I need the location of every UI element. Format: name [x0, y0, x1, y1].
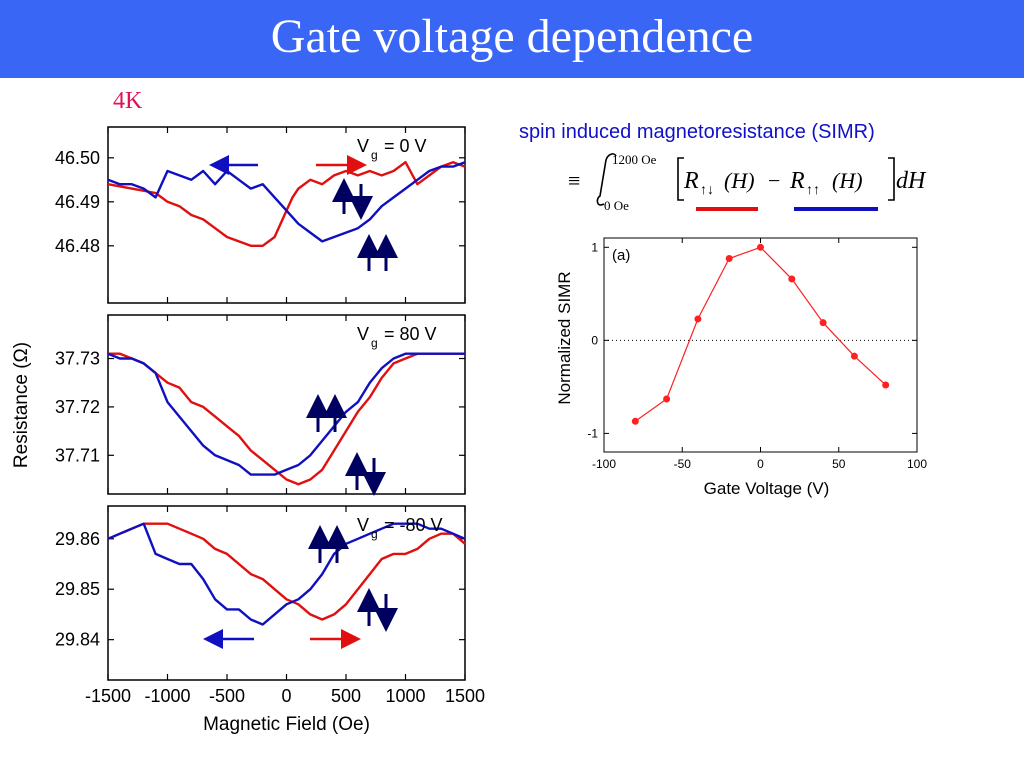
field-arrows — [203, 155, 398, 649]
resistance-panel-vgm80: 29.86 29.85 29.84 V g = -80 V — [55, 505, 466, 681]
formula-r2: R — [789, 168, 805, 194]
y-tick-label: 29.84 — [55, 630, 100, 650]
formula-r1: R — [683, 168, 699, 194]
shared-axes: Magnetic Field (Oe) Resistance (Ω) -1500… — [11, 342, 485, 735]
simr-point — [663, 395, 671, 403]
formula-minus: − — [768, 168, 780, 193]
series-line-blue — [107, 522, 466, 626]
x-tick-label: -500 — [209, 686, 245, 706]
simr-point — [694, 315, 702, 323]
y-tick-label: 29.85 — [55, 579, 100, 599]
simr-formula: ≡ 1200 Oe 0 Oe R ↑↓ (H) − R ↑↑ (H) dH — [568, 152, 927, 213]
simr-point — [725, 254, 733, 262]
vg-label-subscript: g — [371, 148, 378, 162]
x-tick-label: 500 — [331, 686, 361, 706]
vg-label-symbol: V — [357, 324, 369, 344]
formula-lower-limit: 0 Oe — [604, 198, 629, 213]
simr-chart: -100 -50 0 50 100 1 0 -1 (a) Gate Voltage (V) Norm… — [555, 237, 927, 498]
simr-x-axis-label: Gate Voltage (V) — [704, 479, 830, 498]
simr-x-tick-label: 50 — [832, 457, 846, 471]
simr-y-tick-label: 0 — [591, 333, 598, 347]
simr-point — [788, 275, 796, 283]
x-tick-label: -1000 — [144, 686, 190, 706]
simr-x-tick-label: -100 — [592, 457, 616, 471]
temperature-label: 4K — [113, 88, 143, 114]
simr-panel-label: (a) — [612, 247, 630, 264]
series-line-red — [108, 352, 465, 486]
formula-upper-limit: 1200 Oe — [612, 152, 657, 167]
formula-dh: dH — [896, 168, 927, 194]
vg-label-value: = 80 V — [384, 324, 437, 344]
simr-point — [631, 417, 639, 425]
y-tick-label: 37.73 — [55, 349, 100, 369]
x-tick-label: 0 — [281, 686, 291, 706]
simr-line — [634, 246, 887, 422]
formula-h1: (H) — [724, 168, 755, 193]
right-bracket — [888, 157, 895, 201]
series-line-blue — [107, 352, 465, 476]
y-tick-label: 46.50 — [55, 148, 100, 168]
vg-label-subscript: g — [371, 527, 378, 541]
series-line-blue — [107, 161, 466, 243]
left-bracket — [677, 157, 684, 201]
y-tick-label: 46.49 — [55, 192, 100, 212]
simr-title: spin induced magnetoresistance (SIMR) — [519, 121, 875, 143]
simr-y-tick-label: 1 — [591, 240, 598, 254]
formula-h2: (H) — [832, 168, 863, 193]
simr-x-tick-label: 100 — [907, 457, 927, 471]
vg-label-value: = -80 V — [384, 515, 443, 535]
page-title: Gate voltage dependence — [270, 10, 754, 63]
y-tick-label: 29.86 — [55, 529, 100, 549]
resistance-panel-vg0: 46.50 46.49 46.48 V g = 0 V — [55, 126, 466, 304]
y-tick-label: 37.71 — [55, 445, 100, 465]
title-bar: Gate voltage dependence — [0, 0, 1024, 78]
simr-point — [757, 243, 764, 251]
vg-label-value: = 0 V — [384, 136, 427, 156]
simr-frame — [603, 237, 918, 453]
vg-label-subscript: g — [371, 336, 378, 350]
simr-point — [850, 352, 858, 360]
simr-x-tick-label: 0 — [757, 457, 764, 471]
y-tick-label: 37.72 — [55, 397, 100, 417]
simr-x-tick-label: -50 — [674, 457, 692, 471]
simr-point — [819, 319, 827, 327]
resistance-panel-vg80: 37.73 37.72 37.71 V g = 80 V — [55, 314, 466, 495]
simr-y-axis-label: Normalized SIMR — [555, 271, 574, 404]
simr-y-tick-label: -1 — [587, 426, 598, 440]
series-line-red — [107, 160, 466, 248]
integral-sign — [596, 153, 617, 206]
vg-label-symbol: V — [357, 515, 369, 535]
x-tick-label: 1500 — [445, 686, 485, 706]
y-axis-label: Resistance (Ω) — [11, 342, 32, 468]
x-axis-label: Magnetic Field (Oe) — [203, 714, 370, 735]
x-tick-label: 1000 — [385, 686, 425, 706]
x-tick-label: -1500 — [85, 686, 131, 706]
y-tick-label: 46.48 — [55, 236, 100, 256]
vg-label-symbol: V — [357, 136, 369, 156]
formula-parallel: ↑↑ — [806, 183, 820, 198]
simr-point — [882, 381, 890, 389]
formula-antiparallel: ↑↓ — [700, 183, 714, 198]
series-line-red — [107, 522, 466, 621]
formula-equiv: ≡ — [568, 168, 580, 193]
